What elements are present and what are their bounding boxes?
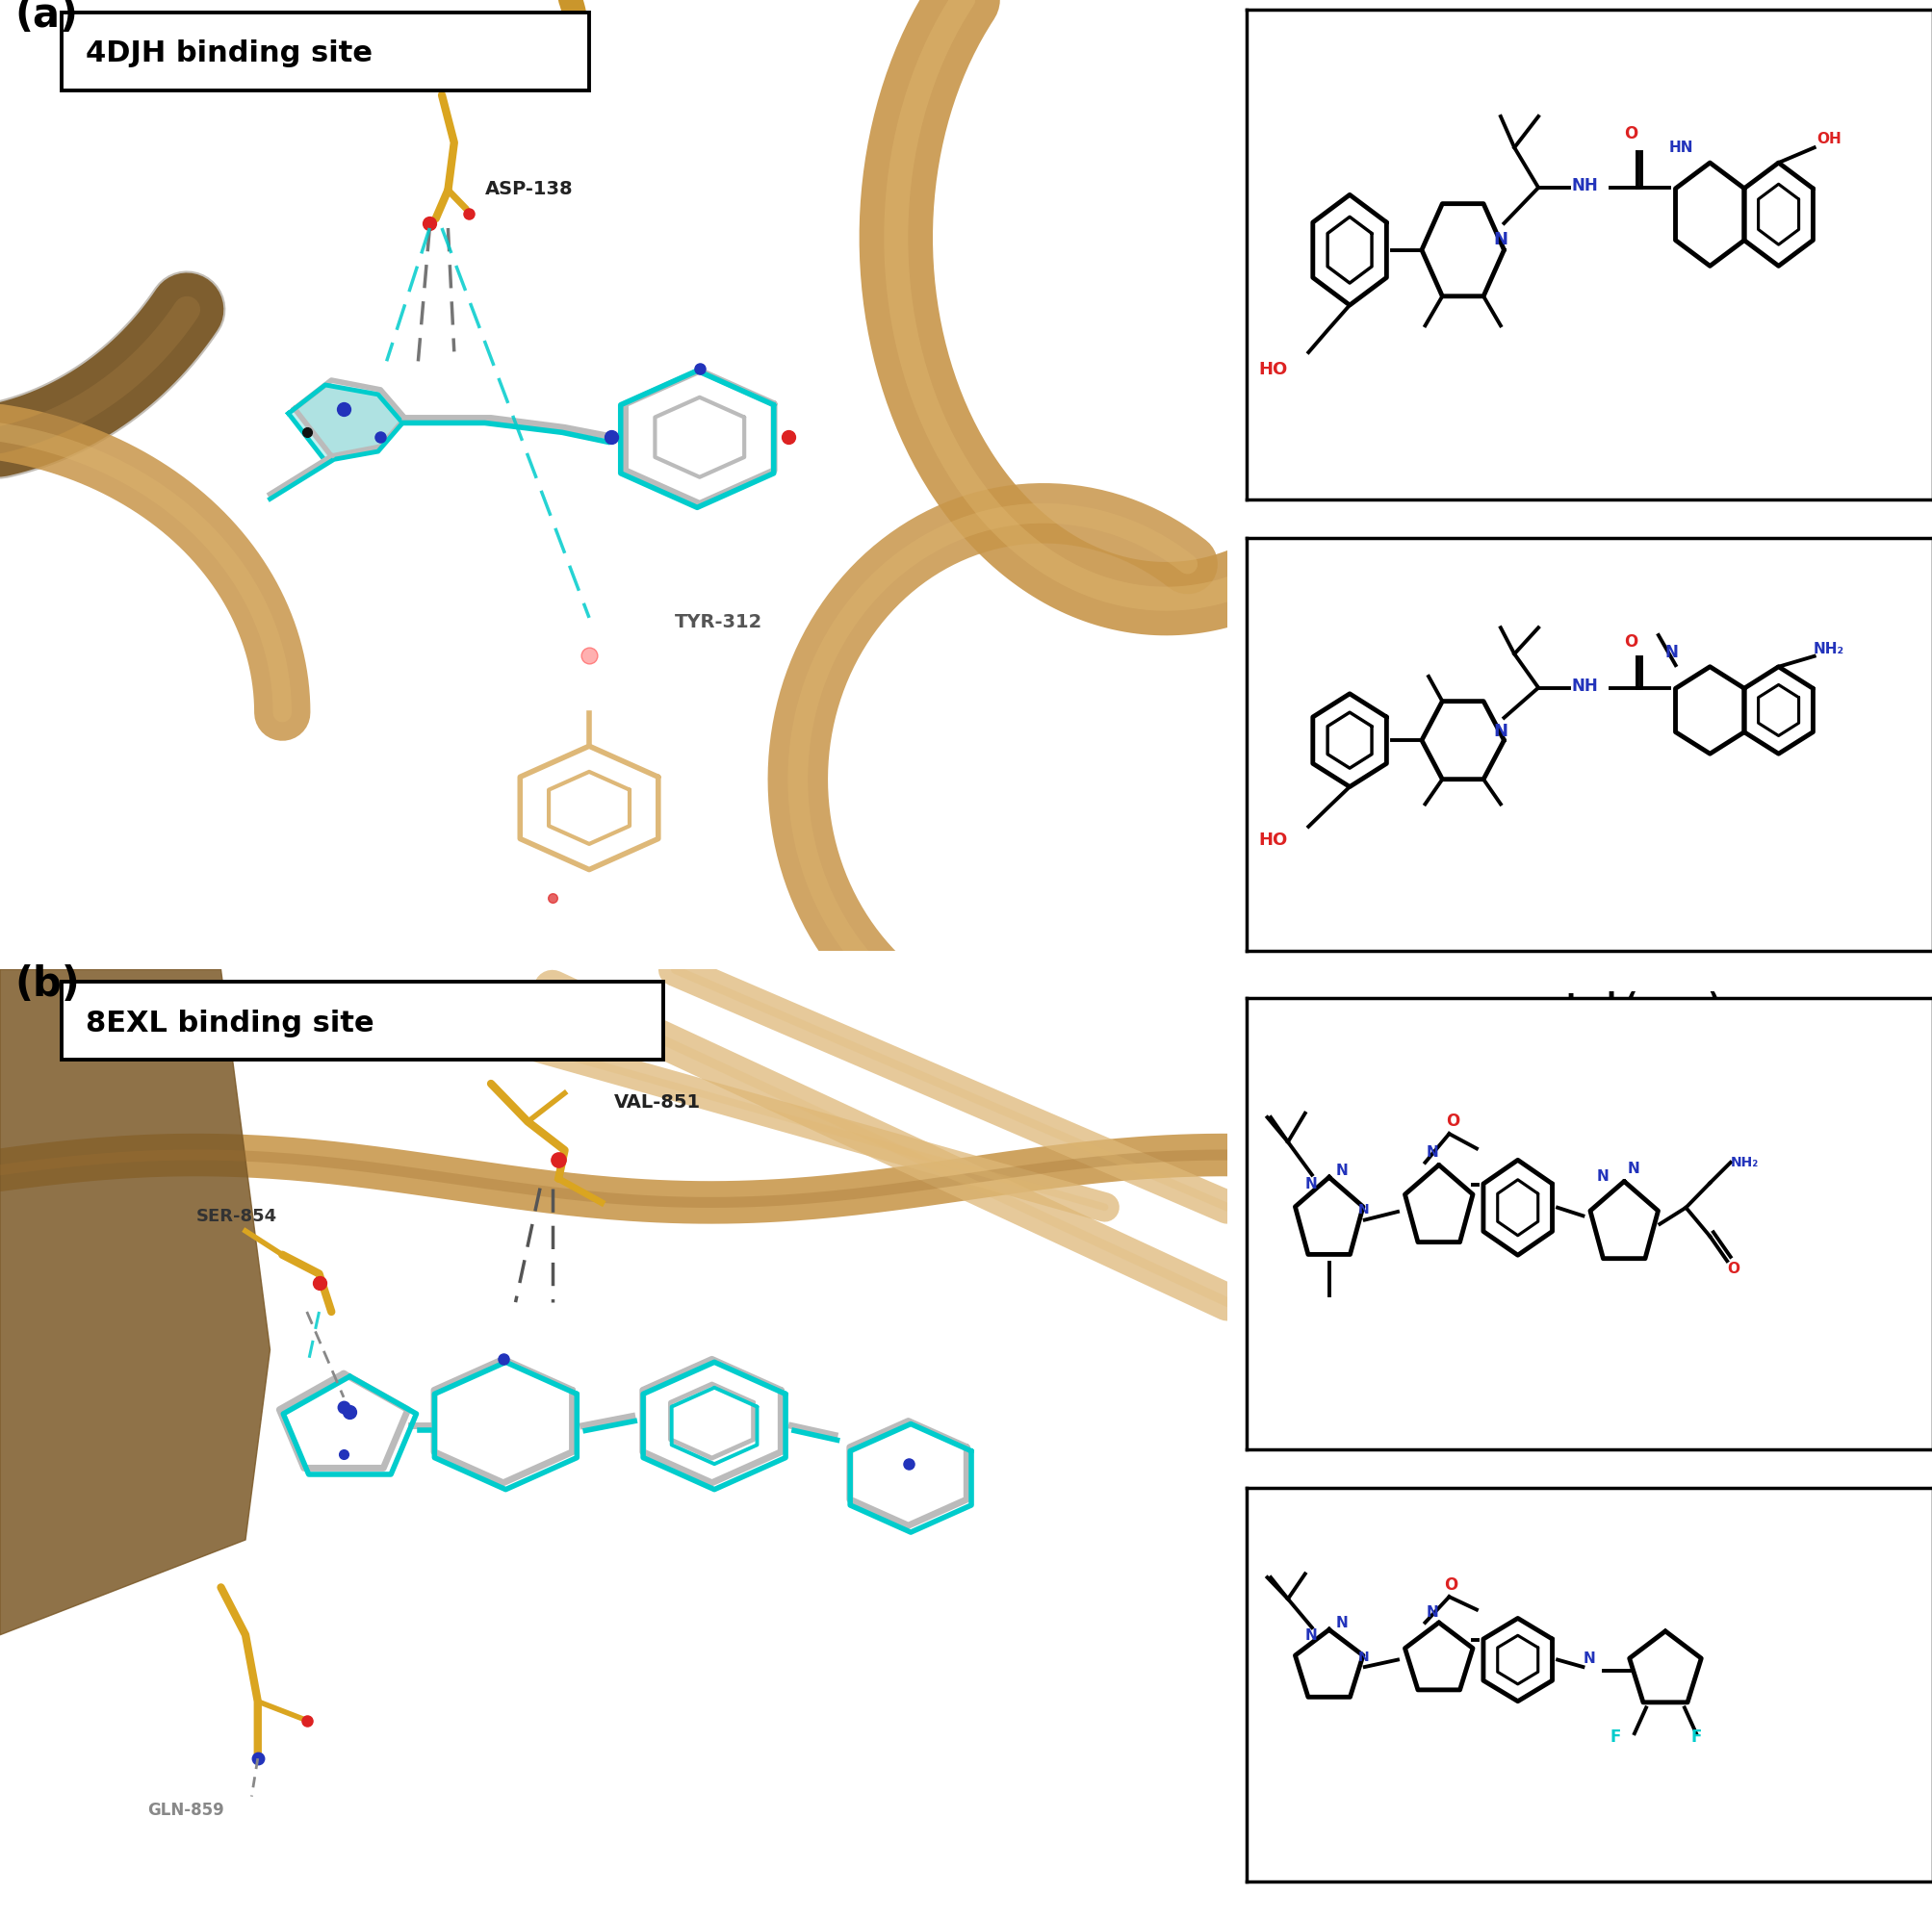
Text: GLN-859: GLN-859	[147, 1803, 224, 1820]
Text: OH: OH	[1816, 132, 1839, 146]
Polygon shape	[294, 380, 406, 457]
Text: 8EXL binding site: 8EXL binding site	[85, 1010, 375, 1037]
Text: SER-854: SER-854	[197, 1208, 276, 1225]
FancyBboxPatch shape	[62, 981, 663, 1060]
Text: NH: NH	[1571, 678, 1598, 695]
Polygon shape	[0, 970, 270, 1636]
Text: (a): (a)	[15, 0, 77, 35]
Text: N: N	[1358, 1202, 1368, 1215]
Text: (b): (b)	[15, 964, 79, 1004]
Text: ASP-138: ASP-138	[485, 180, 572, 198]
Text: N: N	[1335, 1164, 1347, 1177]
Text: N: N	[1493, 722, 1507, 739]
Polygon shape	[288, 384, 402, 461]
Text: O: O	[1445, 1112, 1459, 1129]
Text: HO: HO	[1258, 361, 1287, 378]
Text: N: N	[1304, 1177, 1318, 1192]
Text: PDB ligand (grey): PDB ligand (grey)	[1455, 540, 1723, 566]
Text: HO: HO	[1258, 831, 1287, 849]
Text: N: N	[1426, 1605, 1437, 1620]
Text: O: O	[1727, 1261, 1739, 1277]
Text: N: N	[1582, 1651, 1594, 1667]
Text: O: O	[1623, 634, 1636, 651]
Text: N: N	[1358, 1651, 1368, 1665]
Text: O: O	[1623, 125, 1636, 142]
Text: PDB ligand (grey): PDB ligand (grey)	[1455, 1486, 1723, 1513]
Text: TYR-312: TYR-312	[674, 612, 763, 632]
Text: N: N	[1665, 645, 1677, 662]
FancyBboxPatch shape	[62, 12, 589, 90]
Text: VAL-851: VAL-851	[614, 1092, 699, 1112]
Text: 4DJH binding site: 4DJH binding site	[85, 40, 373, 67]
Text: NH₂: NH₂	[1812, 643, 1843, 657]
Text: N: N	[1493, 230, 1507, 248]
Text: N: N	[1596, 1169, 1607, 1185]
Text: N: N	[1304, 1628, 1318, 1644]
Text: generated (cyan)
predicted IC50: 2.9 nM: generated (cyan) predicted IC50: 2.9 nM	[1418, 991, 1760, 1050]
Text: HN: HN	[1667, 140, 1692, 156]
Text: NH₂: NH₂	[1729, 1156, 1758, 1169]
Text: N: N	[1627, 1162, 1638, 1177]
Text: F: F	[1609, 1728, 1621, 1745]
Text: O: O	[1443, 1576, 1457, 1594]
Text: N: N	[1426, 1144, 1437, 1160]
Text: NH: NH	[1571, 177, 1598, 194]
Text: N: N	[1335, 1617, 1347, 1630]
Text: F: F	[1690, 1728, 1700, 1745]
